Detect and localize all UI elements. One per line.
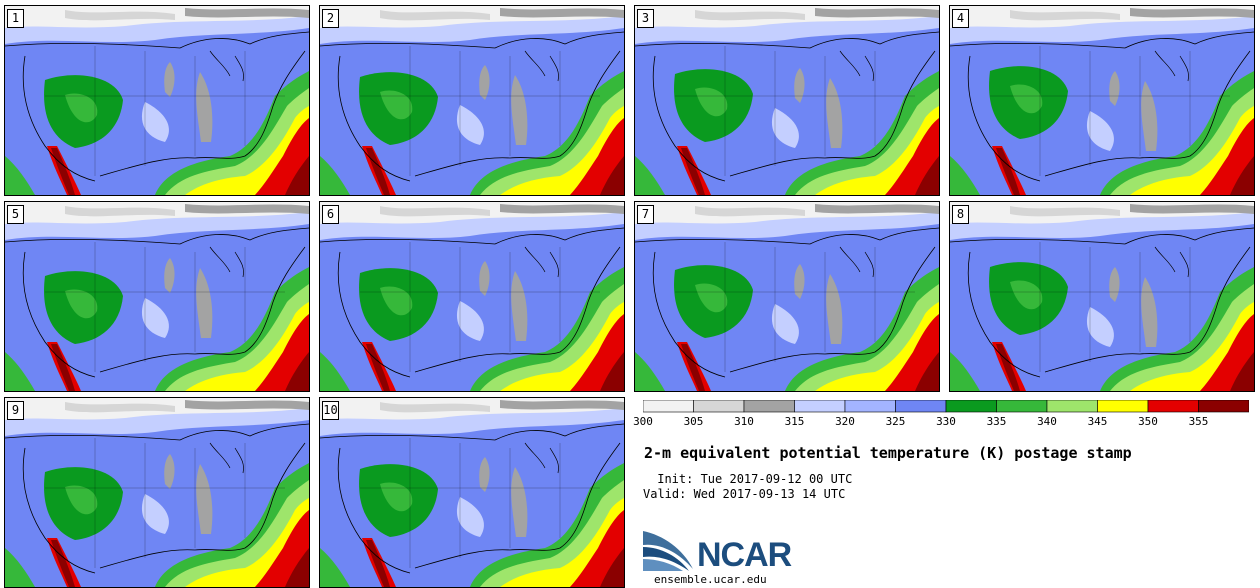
colorbar-tick-label: 350: [1138, 415, 1158, 428]
valid-time: Valid: Wed 2017-09-13 14 UTC: [643, 487, 846, 501]
map-panel: 3: [634, 5, 940, 196]
panel-number: 5: [7, 205, 24, 224]
colorbar-tick-label: 330: [936, 415, 956, 428]
colorbar-swatch: [693, 400, 745, 413]
map-panel: 6: [319, 201, 625, 392]
panel-number: 4: [952, 9, 969, 28]
colorbar-tick-label: 320: [835, 415, 855, 428]
colorbar-swatch: [1046, 400, 1098, 413]
map-panel: 9: [4, 397, 310, 588]
map-panel: 4: [949, 5, 1255, 196]
colorbar-swatch: [794, 400, 846, 413]
colorbar-swatch: [895, 400, 947, 413]
panel-number: 1: [7, 9, 24, 28]
map-panel: 2: [319, 5, 625, 196]
init-time: Init: Tue 2017-09-12 00 UTC: [650, 472, 853, 486]
panel-number: 2: [322, 9, 339, 28]
colorbar-tick-label: 335: [986, 415, 1007, 428]
map-panel: 8: [949, 201, 1255, 392]
panel-number: 3: [637, 9, 654, 28]
colorbar-swatch: [1147, 400, 1199, 413]
colorbar-swatch: [945, 400, 997, 413]
colorbar-swatch: [1198, 400, 1249, 413]
colorbar-tick-label: 345: [1087, 415, 1108, 428]
logo-url: ensemble.ucar.edu: [654, 573, 767, 586]
map-panel: 5: [4, 201, 310, 392]
map-panel: 10: [319, 397, 625, 588]
map-panel: 1: [4, 5, 310, 196]
colorbar-tick-label: 300: [633, 415, 653, 428]
logo-name: NCAR: [697, 536, 792, 574]
colorbar: [643, 400, 1249, 413]
panel-number: 9: [7, 401, 24, 420]
colorbar-tick-label: 340: [1037, 415, 1057, 428]
chart-title: 2-m equivalent potential temperature (K)…: [644, 444, 1132, 462]
colorbar-tick-label: 310: [734, 415, 754, 428]
map-panel: 7: [634, 201, 940, 392]
panel-number: 10: [322, 401, 339, 420]
colorbar-swatch: [844, 400, 896, 413]
colorbar-swatch: [1097, 400, 1149, 413]
colorbar-tick-label: 305: [683, 415, 704, 428]
panel-number: 7: [637, 205, 654, 224]
colorbar-tick-label: 355: [1188, 415, 1209, 428]
colorbar-swatch: [743, 400, 795, 413]
ncar-logo-icon: [643, 531, 693, 571]
colorbar-tick-label: 315: [784, 415, 805, 428]
colorbar-tick-label: 325: [885, 415, 906, 428]
panel-number: 8: [952, 205, 969, 224]
colorbar-swatch: [643, 400, 694, 413]
colorbar-swatch: [996, 400, 1048, 413]
panel-number: 6: [322, 205, 339, 224]
